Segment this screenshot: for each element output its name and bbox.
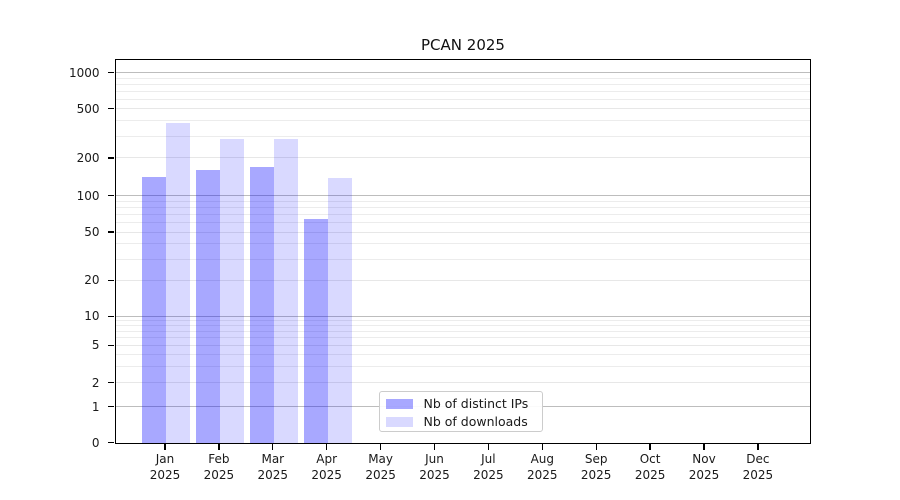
x-tick-label-jul: Jul 2025 — [473, 451, 504, 483]
legend-swatch-downloads — [385, 416, 413, 427]
y-tick-5 — [107, 344, 114, 347]
y-tick-200 — [107, 157, 114, 159]
gridline-y-8 — [115, 325, 810, 327]
y-tick-label-20: 20 — [84, 273, 100, 288]
legend: Nb of distinct IPs Nb of downloads — [378, 390, 543, 432]
gridline-y-800 — [115, 83, 810, 85]
y-tick-label-200: 200 — [76, 150, 100, 165]
x-tick-label-apr: Apr 2025 — [311, 451, 342, 483]
bar-distinct-ips-mar — [249, 166, 274, 443]
x-tick-label-oct: Oct 2025 — [634, 451, 666, 483]
bar-layer — [116, 60, 810, 443]
gridline-y-10 — [115, 315, 810, 317]
x-tick-label-may: May 2025 — [365, 451, 396, 483]
y-tick-label-500: 500 — [76, 101, 100, 116]
x-tick-label-mar: Mar 2025 — [257, 451, 289, 483]
gridline-y-20 — [115, 279, 810, 281]
x-tick-oct — [649, 444, 651, 450]
gridline-y-60 — [115, 222, 810, 224]
bar-distinct-ips-feb — [195, 169, 220, 443]
bar-distinct-ips-jan — [142, 176, 166, 443]
grid-layer — [115, 60, 810, 443]
x-tick-jun — [433, 444, 436, 450]
y-tick-2 — [107, 382, 114, 384]
y-tick-1 — [107, 406, 114, 408]
y-tick-0 — [107, 441, 114, 444]
bar-distinct-ips-apr — [303, 219, 328, 443]
y-tick-label-50: 50 — [84, 225, 100, 240]
bar-downloads-feb — [219, 138, 244, 443]
y-tick-20 — [107, 279, 114, 282]
gridline-y-200 — [115, 157, 810, 159]
gridline-y-900 — [115, 77, 810, 79]
y-tick-50 — [107, 231, 114, 233]
gridline-y-70 — [115, 213, 810, 215]
x-tick-jul — [487, 444, 490, 450]
legend-label-downloads: Nb of downloads — [423, 414, 528, 429]
gridline-y-2 — [115, 382, 810, 384]
y-tick-label-1: 1 — [91, 399, 100, 414]
plot-area: 0 1 2 5 10 20 50 100 200 500 1000 Jan 2025 Feb 2025 M… — [69, 58, 811, 482]
chart-title: PCAN 2025 — [421, 36, 505, 54]
gridline-y-90 — [115, 200, 810, 202]
gridline-y-9 — [115, 320, 810, 322]
axis-layer: 0 1 2 5 10 20 50 100 200 500 1000 Jan 2025 Feb 2025 M… — [69, 60, 810, 482]
y-tick-label-0: 0 — [91, 435, 100, 450]
gridline-y-7 — [115, 330, 810, 332]
gridline-y-500 — [115, 108, 810, 110]
gridline-y-600 — [115, 98, 810, 100]
y-tick-label-1000: 1000 — [68, 65, 100, 80]
legend-item-downloads: Nb of downloads — [385, 413, 536, 431]
x-tick-sep — [595, 444, 597, 450]
gridline-y-300 — [115, 135, 810, 137]
x-tick-label-jan: Jan 2025 — [149, 451, 181, 483]
gridline-y-50 — [115, 231, 810, 233]
y-tick-label-5: 5 — [91, 338, 100, 353]
gridline-y-40 — [115, 243, 810, 245]
gridline-y-700 — [115, 90, 810, 92]
y-tick-100 — [107, 194, 114, 197]
gridline-y-100 — [115, 195, 810, 196]
bar-downloads-jan — [166, 123, 190, 443]
bar-downloads-mar — [273, 138, 298, 443]
gridline-y-1000 — [115, 72, 810, 74]
y-tick-10 — [107, 315, 114, 318]
x-tick-may — [379, 444, 382, 450]
x-tick-apr — [326, 444, 328, 450]
gridline-y-80 — [115, 206, 810, 208]
x-tick-label-dec: Dec 2025 — [742, 451, 774, 483]
gridline-y-6 — [115, 337, 810, 339]
x-tick-nov — [703, 444, 705, 450]
y-tick-label-100: 100 — [76, 188, 100, 203]
x-tick-label-jun: Jun 2025 — [419, 451, 450, 483]
gridline-y-5 — [115, 344, 810, 346]
gridline-y-400 — [115, 120, 810, 122]
x-tick-aug — [541, 444, 543, 450]
legend-label-distinct-ips: Nb of distinct IPs — [423, 396, 529, 411]
y-tick-label-10: 10 — [84, 309, 100, 324]
gridline-y-4 — [115, 354, 810, 356]
x-tick-label-aug: Aug 2025 — [527, 451, 558, 483]
x-tick-dec — [757, 444, 759, 450]
x-tick-mar — [272, 444, 274, 450]
gridline-y-3 — [115, 365, 810, 367]
x-tick-feb — [218, 444, 220, 450]
x-tick-label-nov: Nov 2025 — [688, 451, 720, 483]
y-tick-label-2: 2 — [91, 375, 100, 390]
x-tick-label-feb: Feb 2025 — [203, 451, 235, 483]
bar-downloads-apr — [327, 178, 352, 443]
legend-item-distinct-ips: Nb of distinct IPs — [385, 395, 536, 413]
x-tick-jan — [164, 444, 166, 450]
gridline-y-30 — [115, 258, 810, 260]
y-tick-500 — [107, 108, 114, 110]
y-tick-1000 — [107, 72, 114, 74]
legend-swatch-distinct-ips — [385, 398, 413, 409]
x-tick-label-sep: Sep 2025 — [580, 451, 612, 483]
